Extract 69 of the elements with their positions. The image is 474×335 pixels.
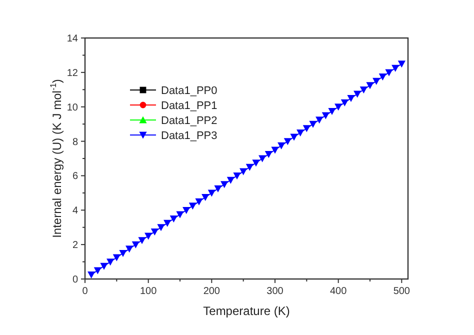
point: [258, 155, 266, 162]
point: [366, 82, 374, 90]
point: [144, 232, 152, 240]
point: [188, 202, 196, 210]
legend-label: Data1_PP2: [161, 115, 218, 127]
point: [372, 78, 380, 85]
point: [284, 138, 292, 146]
point: [202, 194, 210, 202]
point: [100, 262, 108, 270]
point: [182, 206, 190, 214]
x-tick-label: 100: [140, 286, 158, 297]
x-tick-label: 400: [330, 286, 348, 297]
point: [214, 185, 222, 192]
point: [94, 267, 102, 274]
point: [347, 95, 355, 102]
legend-label: Data1_PP0: [161, 85, 218, 97]
y-tick-label: 4: [72, 206, 78, 217]
point: [398, 60, 406, 68]
point: [208, 190, 216, 197]
point: [157, 224, 165, 232]
point: [240, 168, 248, 176]
point: [316, 116, 324, 124]
legend-label: Data1_PP3: [161, 130, 218, 142]
y-tick-label: 8: [72, 136, 78, 148]
y-tick-label: 2: [72, 240, 78, 252]
point: [226, 176, 234, 184]
point: [88, 271, 96, 278]
point: [220, 181, 228, 188]
point: [246, 164, 254, 171]
point: [360, 86, 368, 94]
point: [132, 241, 140, 248]
x-tick-label: 500: [393, 286, 410, 297]
point: [302, 125, 310, 132]
point: [126, 246, 134, 253]
point: [264, 150, 272, 158]
legend-label: Data1_PP1: [161, 100, 218, 112]
point: [296, 129, 304, 136]
point: [322, 112, 330, 120]
point: [378, 74, 386, 81]
point: [112, 254, 120, 262]
y-tick-label: 6: [72, 171, 78, 182]
point: [392, 64, 400, 72]
point: [150, 228, 158, 236]
point: [334, 104, 342, 111]
point: [354, 90, 362, 98]
point: [385, 69, 393, 76]
x-tick-label: 300: [266, 286, 284, 297]
point: [328, 108, 336, 115]
point: [106, 258, 114, 266]
y-tick-label: 14: [66, 34, 78, 44]
point: [290, 134, 298, 141]
point: [252, 160, 260, 167]
point: [233, 172, 241, 180]
point: [119, 250, 127, 257]
point: [138, 237, 146, 244]
point: [271, 146, 279, 154]
point: [195, 198, 203, 206]
point: [170, 216, 178, 223]
point: [278, 142, 286, 150]
x-axis-title: Temperature (K): [203, 304, 290, 318]
y-tick-label: 10: [66, 102, 78, 114]
y-tick-label: 12: [66, 68, 78, 79]
x-tick-label: 200: [203, 286, 220, 297]
point: [340, 99, 348, 106]
point: [164, 220, 172, 227]
point: [309, 120, 317, 128]
x-tick-label: 0: [82, 286, 88, 297]
point: [176, 211, 184, 218]
y-tick-label: 0: [72, 274, 78, 286]
